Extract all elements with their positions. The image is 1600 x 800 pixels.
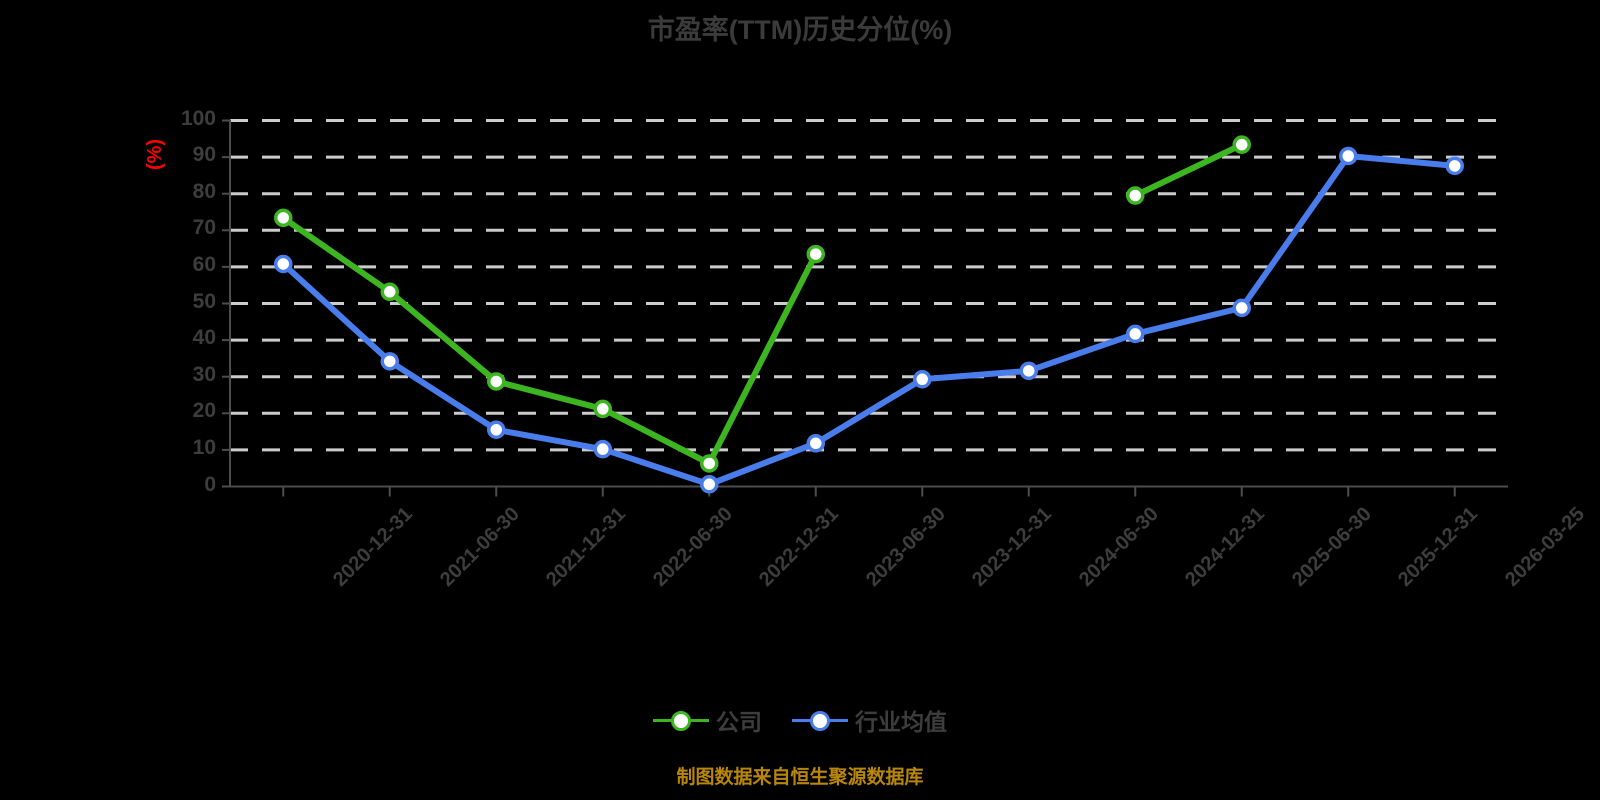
legend-item-label: 公司 xyxy=(716,709,762,735)
y-axis-tick-label: 0 xyxy=(204,472,216,496)
legend-marker-icon xyxy=(653,708,709,732)
data-point[interactable]: 行业均值 2023-06-30: 11.8 xyxy=(806,434,825,453)
y-axis-tick-label: 90 xyxy=(192,143,216,167)
y-axis-tick-label: 30 xyxy=(192,362,216,386)
series-line xyxy=(280,153,1458,488)
data-point-marker[interactable] xyxy=(700,454,719,473)
series-line xyxy=(1132,141,1245,199)
data-point[interactable]: 公司 2021-12-31: 28.7 xyxy=(487,372,506,391)
legend-item[interactable]: 公司 xyxy=(653,703,762,737)
data-point[interactable]: 公司 2024-12-31: 79.5 xyxy=(1126,186,1145,205)
y-axis-tick-label: 50 xyxy=(192,289,216,313)
data-point-marker[interactable] xyxy=(274,254,293,274)
data-point-marker[interactable] xyxy=(806,434,825,453)
data-point-marker[interactable] xyxy=(1019,361,1038,381)
data-point-marker[interactable] xyxy=(1445,156,1464,176)
data-point[interactable]: 行业均值 2022-06-30: 10.2 xyxy=(593,439,612,459)
data-point[interactable]: 行业均值 2022-12-31: 0.6 xyxy=(700,475,719,494)
data-point-marker[interactable] xyxy=(380,352,399,371)
data-point-marker[interactable] xyxy=(593,399,612,419)
data-point-marker[interactable] xyxy=(487,420,506,440)
data-point-marker[interactable] xyxy=(1232,135,1251,154)
data-point[interactable]: 公司 2023-06-30: 63.5 xyxy=(806,244,825,264)
y-axis-tick-label: 80 xyxy=(192,179,216,203)
y-axis-tick-label: 10 xyxy=(192,435,216,459)
data-point-marker[interactable] xyxy=(1232,298,1251,318)
data-point[interactable]: 公司 2021-06-30: 53.2 xyxy=(380,282,399,302)
data-point-marker[interactable] xyxy=(380,282,399,302)
chart-legend: 公司 行业均值 xyxy=(0,703,1600,737)
y-axis-tick-label: 70 xyxy=(192,216,216,240)
source-note: 制图数据来自恒生聚源数据库 xyxy=(676,767,924,788)
data-point-marker[interactable] xyxy=(700,475,719,494)
data-point[interactable]: 行业均值 2020-12-31: 60.8 xyxy=(274,254,293,274)
data-point-marker[interactable] xyxy=(274,208,293,228)
data-point-marker[interactable] xyxy=(1126,324,1145,344)
y-axis-tick-label: 40 xyxy=(192,326,216,350)
data-point[interactable]: 行业均值 2023-12-31: 29.3 xyxy=(913,370,932,389)
data-point[interactable]: 行业均值 2025-12-31: 90.3 xyxy=(1339,146,1358,166)
page-title: 市盈率(TTM)历史分位(%) xyxy=(647,15,953,45)
data-point[interactable]: 行业均值 2024-12-31: 41.7 xyxy=(1126,324,1145,344)
y-axis-tick-label: 100 xyxy=(180,106,216,130)
y-axis-tick-label: 60 xyxy=(192,252,216,276)
data-point[interactable]: 公司 2025-06-30: 93.4 xyxy=(1232,135,1251,154)
data-point-marker[interactable] xyxy=(806,244,825,264)
data-point-marker[interactable] xyxy=(1339,146,1358,166)
legend-item-label: 行业均值 xyxy=(855,709,947,735)
data-point-marker[interactable] xyxy=(1126,186,1145,205)
data-point[interactable]: 公司 2022-06-30: 21.2 xyxy=(593,399,612,419)
data-point[interactable]: 行业均值 2024-06-30: 31.6 xyxy=(1019,361,1038,381)
data-point-marker[interactable] xyxy=(913,370,932,389)
data-point-marker[interactable] xyxy=(487,372,506,391)
data-point[interactable]: 公司 2020-12-31: 73.4 xyxy=(274,208,293,228)
legend-dot-swatch xyxy=(810,711,830,731)
legend-dot-swatch xyxy=(671,711,691,731)
data-point[interactable]: 行业均值 2021-12-31: 15.5 xyxy=(487,420,506,440)
legend-marker-icon xyxy=(792,708,848,732)
data-point[interactable]: 公司 2022-12-31: 6.3 xyxy=(700,454,719,473)
data-point[interactable]: 行业均值 2025-06-30: 48.8 xyxy=(1232,298,1251,318)
data-point[interactable]: 行业均值 2026-03-25: 87.6 xyxy=(1445,156,1464,176)
y-axis-tick-label: 20 xyxy=(192,399,216,423)
legend-item[interactable]: 行业均值 xyxy=(792,703,947,737)
data-point[interactable]: 行业均值 2021-06-30: 34.2 xyxy=(380,352,399,371)
data-point-marker[interactable] xyxy=(593,439,612,459)
series-line xyxy=(280,214,819,467)
